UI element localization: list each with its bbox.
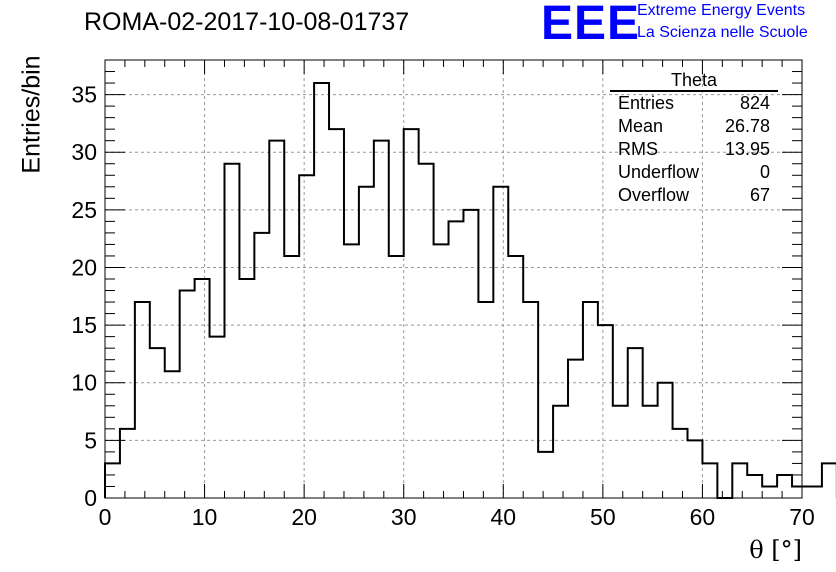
chart-title: ROMA-02-2017-10-08-01737 <box>84 8 410 36</box>
eee-logo-mark: EEE <box>541 0 641 50</box>
stats-row-entries: Entries 824 <box>610 92 778 115</box>
y-tick-label: 10 <box>71 370 97 396</box>
axis-tick-labels: 0 10 20 30 40 50 60 70 0 5 10 15 20 25 30 35 <box>71 82 814 530</box>
grid-lines <box>105 60 802 498</box>
stats-label: Mean <box>618 116 664 136</box>
stats-value: 26.78 <box>724 116 770 136</box>
x-tick-label: 0 <box>99 504 112 530</box>
stats-row-mean: Mean 26.78 <box>610 115 778 138</box>
stats-value: 13.95 <box>724 139 770 159</box>
stats-label: Entries <box>618 93 675 113</box>
x-tick-label: 50 <box>590 504 616 530</box>
stats-row-rms: RMS 13.95 <box>610 138 778 161</box>
histogram-series <box>104 82 836 499</box>
stats-value: 67 <box>749 185 770 205</box>
x-tick-label: 40 <box>490 504 516 530</box>
y-tick-label: 35 <box>71 82 97 108</box>
x-tick-label: 30 <box>391 504 417 530</box>
stats-value: 0 <box>759 162 770 182</box>
x-tick-label: 10 <box>192 504 218 530</box>
logo-line-1: Extreme Energy Events <box>637 2 806 19</box>
stats-title: Theta <box>610 70 778 92</box>
y-tick-label: 30 <box>71 139 97 165</box>
y-tick-label: 20 <box>71 254 97 280</box>
y-tick-label: 0 <box>84 485 97 511</box>
logo-line-2: La Scienza nelle Scuole <box>637 24 808 41</box>
stats-value: 824 <box>739 93 770 113</box>
stats-label: RMS <box>618 139 658 159</box>
x-tick-label: 20 <box>291 504 317 530</box>
stats-label: Underflow <box>618 162 700 182</box>
stats-box: Theta Entries 824 Mean 26.78 RMS 13.95 U… <box>610 70 778 207</box>
y-tick-label: 15 <box>71 312 97 338</box>
histogram-outline <box>104 82 836 499</box>
x-tick-label: 70 <box>789 504 815 530</box>
x-tick-label: 60 <box>690 504 716 530</box>
y-axis-label: Entries/bin <box>17 55 46 174</box>
plot-frame <box>104 59 803 499</box>
y-tick-label: 25 <box>71 197 97 223</box>
stats-label: Overflow <box>618 185 690 205</box>
x-axis-label: θ [°] <box>749 536 802 564</box>
stats-row-underflow: Underflow 0 <box>610 161 778 184</box>
stats-row-overflow: Overflow 67 <box>610 184 778 207</box>
y-tick-label: 5 <box>84 427 97 453</box>
